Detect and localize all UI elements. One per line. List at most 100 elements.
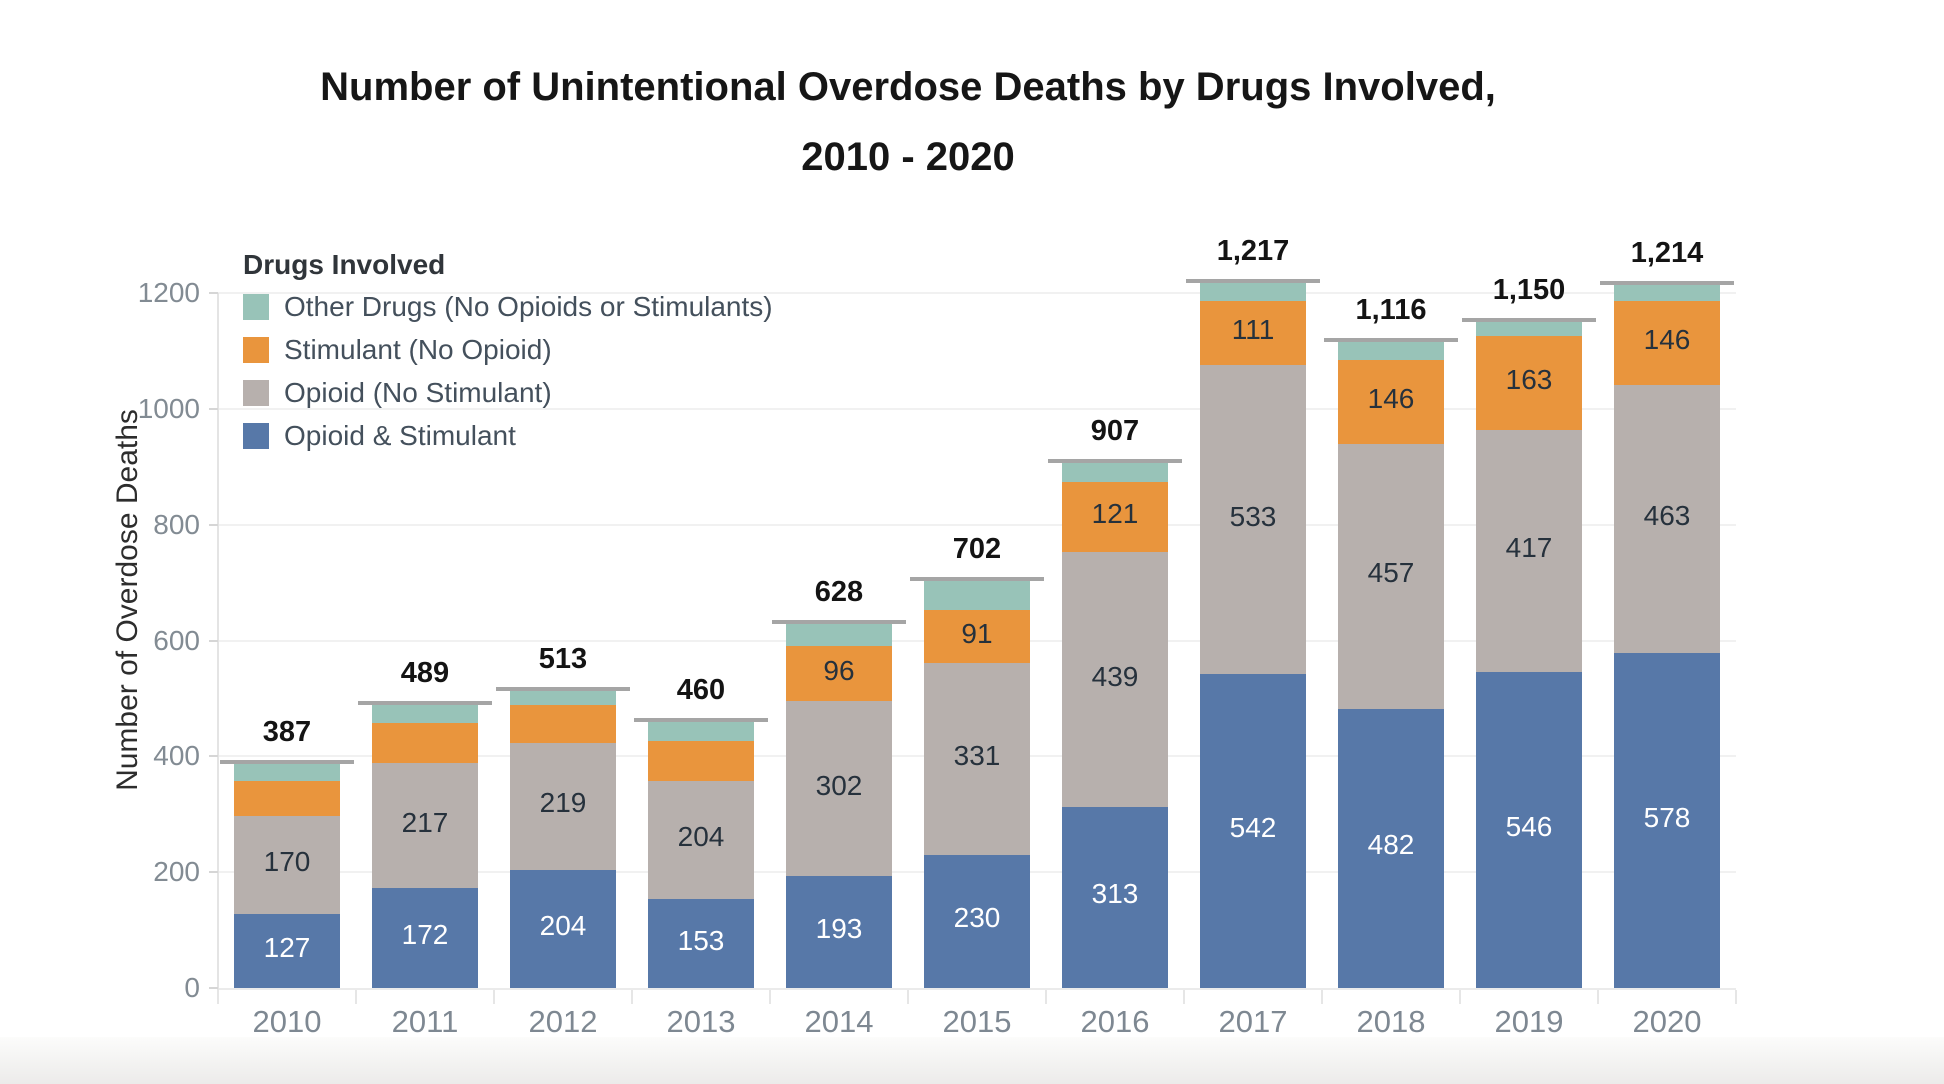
bar-segment-2020-stimulant-no-opioid[interactable]: 146 — [1614, 300, 1720, 386]
bar-segment-2010-other-drugs-no-opioids-or-stimulants[interactable] — [234, 763, 340, 782]
bar-segment-2013-opioid-no-stimulant[interactable]: 204 — [648, 781, 754, 900]
x-axis-tick — [1597, 990, 1599, 1004]
bar-segment-2017-opioid-stimulant[interactable]: 542 — [1200, 674, 1306, 988]
bar-segment-2012-stimulant-no-opioid[interactable] — [510, 705, 616, 743]
bar-total-label: 1,217 — [1216, 235, 1290, 268]
chart-title-line2: 2010 - 2020 — [801, 135, 1015, 179]
legend-item[interactable]: Other Drugs (No Opioids or Stimulants) — [243, 291, 773, 322]
bar-segment-label: 193 — [815, 913, 863, 945]
bar-segment-2020-other-drugs-no-opioids-or-stimulants[interactable] — [1614, 284, 1720, 301]
bar-segment-2018-opioid-no-stimulant[interactable]: 457 — [1338, 444, 1444, 709]
y-axis-tick — [209, 871, 218, 874]
x-axis-tick — [217, 990, 219, 1004]
bar-segment-2013-stimulant-no-opioid[interactable] — [648, 740, 754, 782]
x-axis-tick — [1183, 990, 1185, 1004]
bar-segment-2019-stimulant-no-opioid[interactable]: 163 — [1476, 335, 1582, 431]
bar-total-label: 907 — [1090, 414, 1140, 447]
x-axis-tick — [1045, 990, 1047, 1004]
gridline — [218, 407, 1736, 410]
bar-total-label: 1,150 — [1492, 273, 1566, 306]
bar-segment-2015-opioid-stimulant[interactable]: 230 — [924, 854, 1030, 988]
bar-total-capline — [772, 620, 906, 625]
x-axis-label: 2018 — [1356, 1004, 1426, 1039]
bar-total-label: 702 — [952, 533, 1002, 566]
x-axis-label: 2019 — [1494, 1004, 1564, 1039]
bar-segment-2013-other-drugs-no-opioids-or-stimulants[interactable] — [648, 721, 754, 741]
bar-segment-2014-stimulant-no-opioid[interactable]: 96 — [786, 645, 892, 702]
bar-segment-2010-opioid-stimulant[interactable]: 127 — [234, 914, 340, 988]
bar-segment-label: 578 — [1643, 801, 1691, 833]
y-axis-tick — [209, 523, 218, 526]
bar-segment-2016-other-drugs-no-opioids-or-stimulants[interactable] — [1062, 462, 1168, 483]
bar-segment-2011-other-drugs-no-opioids-or-stimulants[interactable] — [372, 704, 478, 723]
legend-item[interactable]: Opioid (No Stimulant) — [243, 376, 773, 408]
bar-total-capline — [910, 577, 1044, 582]
bar-segment-2011-stimulant-no-opioid[interactable] — [372, 722, 478, 763]
y-axis-line — [217, 293, 219, 990]
legend-item[interactable]: Stimulant (No Opioid) — [243, 334, 773, 365]
bar-segment-2020-opioid-no-stimulant[interactable]: 463 — [1614, 385, 1720, 654]
bar-total-capline — [1186, 279, 1320, 284]
y-axis-tick — [209, 987, 218, 989]
bar-segment-2011-opioid-no-stimulant[interactable]: 217 — [372, 762, 478, 889]
bar-segment-2010-stimulant-no-opioid[interactable] — [234, 781, 340, 816]
x-axis-label: 2012 — [528, 1004, 598, 1039]
bar-segment-2017-opioid-no-stimulant[interactable]: 533 — [1200, 365, 1306, 675]
bar-segment-2014-other-drugs-no-opioids-or-stimulants[interactable] — [786, 624, 892, 646]
bar-segment-label: 146 — [1367, 382, 1415, 414]
bar-segment-2012-opioid-stimulant[interactable]: 204 — [510, 869, 616, 988]
bar-segment-2019-opioid-no-stimulant[interactable]: 417 — [1476, 430, 1582, 672]
bar-segment-2018-other-drugs-no-opioids-or-stimulants[interactable] — [1338, 341, 1444, 360]
bar-total-capline — [358, 700, 492, 705]
bar-segment-2012-opioid-no-stimulant[interactable]: 219 — [510, 743, 616, 870]
bar-segment-2016-opioid-stimulant[interactable]: 313 — [1062, 806, 1168, 988]
legend-item-label: Opioid (No Stimulant) — [284, 376, 552, 408]
y-axis-tick-label: 1000 — [137, 392, 200, 424]
y-axis-tick-label: 800 — [153, 508, 200, 540]
legend-items: Other Drugs (No Opioids or Stimulants) St… — [243, 291, 773, 451]
bar-segment-label: 127 — [263, 932, 311, 964]
bar-segment-label: 546 — [1505, 810, 1553, 842]
bar-total-label: 628 — [814, 576, 864, 609]
y-axis-tick — [209, 755, 218, 758]
bar-total-capline — [220, 759, 354, 764]
bar-segment-2019-opioid-stimulant[interactable]: 546 — [1476, 671, 1582, 988]
bar-segment-2016-stimulant-no-opioid[interactable]: 121 — [1062, 482, 1168, 553]
bar-segment-2012-other-drugs-no-opioids-or-stimulants[interactable] — [510, 690, 616, 706]
legend-item[interactable]: Opioid & Stimulant — [243, 419, 773, 451]
bar-segment-2013-opioid-stimulant[interactable]: 153 — [648, 899, 754, 988]
legend-title: Drugs Involved — [243, 249, 446, 280]
bar-segment-2015-other-drugs-no-opioids-or-stimulants[interactable] — [924, 581, 1030, 611]
x-axis-label: 2014 — [804, 1004, 874, 1039]
bar-segment-2020-opioid-stimulant[interactable]: 578 — [1614, 653, 1720, 988]
legend-swatch — [243, 293, 269, 320]
bar-segment-2014-opioid-no-stimulant[interactable]: 302 — [786, 701, 892, 877]
bar-total-capline — [1600, 280, 1734, 285]
legend-item-label: Opioid & Stimulant — [284, 419, 516, 451]
x-axis-tick — [1735, 990, 1737, 1004]
y-axis-tick-label: 200 — [153, 856, 200, 888]
bar-segment-2011-opioid-stimulant[interactable]: 172 — [372, 888, 478, 988]
bar-segment-2015-opioid-no-stimulant[interactable]: 331 — [924, 663, 1030, 855]
bar-segment-label: 219 — [539, 787, 587, 819]
x-axis-label: 2010 — [252, 1004, 322, 1039]
bar-segment-2014-opioid-stimulant[interactable]: 193 — [786, 876, 892, 988]
x-axis-tick — [1459, 990, 1461, 1004]
bar-segment-2018-stimulant-no-opioid[interactable]: 146 — [1338, 359, 1444, 445]
x-axis-tick — [907, 990, 909, 1004]
bar-segment-2017-stimulant-no-opioid[interactable]: 111 — [1200, 301, 1306, 366]
x-axis-label: 2020 — [1632, 1004, 1702, 1039]
bar-segment-2019-other-drugs-no-opioids-or-stimulants[interactable] — [1476, 321, 1582, 336]
bar-total-capline — [1462, 317, 1596, 322]
x-axis-tick — [1321, 990, 1323, 1004]
bar-total-label: 460 — [676, 673, 726, 706]
bar-segment-2017-other-drugs-no-opioids-or-stimulants[interactable] — [1200, 283, 1306, 302]
legend-swatch — [243, 336, 269, 363]
bar-segment-2016-opioid-no-stimulant[interactable]: 439 — [1062, 552, 1168, 807]
x-axis-tick — [355, 990, 357, 1004]
bar-segment-label: 91 — [961, 617, 993, 649]
bar-segment-2015-stimulant-no-opioid[interactable]: 91 — [924, 610, 1030, 664]
bar-segment-2010-opioid-no-stimulant[interactable]: 170 — [234, 815, 340, 915]
bar-segment-2018-opioid-stimulant[interactable]: 482 — [1338, 708, 1444, 988]
